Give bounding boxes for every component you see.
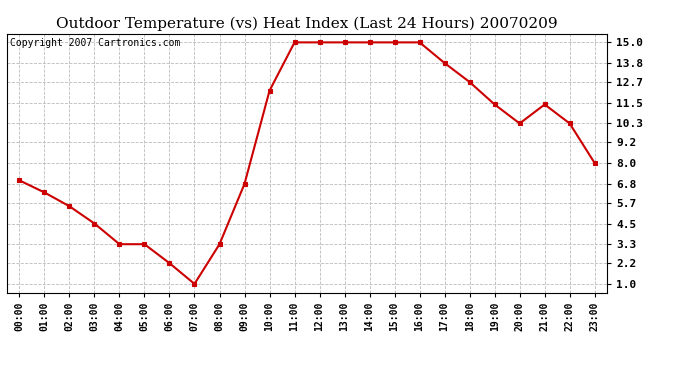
- Title: Outdoor Temperature (vs) Heat Index (Last 24 Hours) 20070209: Outdoor Temperature (vs) Heat Index (Las…: [57, 17, 558, 31]
- Text: Copyright 2007 Cartronics.com: Copyright 2007 Cartronics.com: [10, 38, 180, 48]
